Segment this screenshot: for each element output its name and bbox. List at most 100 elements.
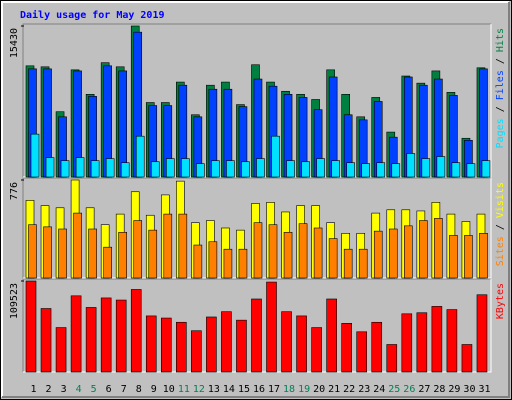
legend-entry: Pages	[495, 118, 506, 148]
bar	[238, 248, 248, 279]
x-tick-label: 12	[193, 384, 205, 395]
bar	[298, 223, 308, 279]
x-tick-label: 6	[106, 384, 112, 395]
bar	[449, 235, 458, 279]
bar	[30, 133, 40, 178]
x-tick-label: 4	[76, 384, 82, 395]
x-tick-label: 10	[163, 384, 175, 395]
x-tick-label: 23	[358, 384, 370, 395]
bar	[206, 316, 217, 373]
x-tick-label: 13	[208, 384, 220, 395]
bar	[481, 160, 491, 178]
legend: Pages / Files / Hits	[495, 28, 506, 148]
bar	[196, 163, 205, 178]
bar	[163, 213, 173, 279]
bar	[43, 226, 52, 279]
legend-entry: Visits	[495, 182, 506, 218]
x-tick-label: 30	[463, 384, 475, 395]
bar	[466, 163, 476, 178]
bar	[135, 135, 145, 178]
bar	[150, 161, 160, 178]
bar	[221, 311, 232, 373]
bar	[386, 344, 398, 373]
bar	[281, 311, 292, 373]
x-tick-label: 1	[31, 384, 37, 395]
bar	[391, 163, 401, 178]
bar	[145, 315, 157, 373]
bar	[148, 229, 158, 279]
x-tick-label: 3	[61, 384, 67, 395]
bar	[25, 280, 37, 373]
bar	[75, 157, 85, 178]
bar	[434, 218, 443, 279]
legend-entry: Hits	[495, 28, 506, 52]
x-tick-label: 29	[448, 384, 460, 395]
legend: KBytes	[495, 283, 506, 319]
bar	[118, 70, 127, 178]
bar	[236, 319, 247, 373]
legend: Sites / Visits	[495, 182, 506, 266]
bar	[356, 331, 368, 373]
bar	[283, 231, 293, 279]
bar	[58, 228, 67, 279]
bar	[120, 162, 130, 178]
bar	[421, 158, 431, 178]
bar	[343, 248, 353, 279]
bar	[271, 135, 280, 178]
x-tick-label: 9	[151, 384, 157, 395]
bar	[296, 315, 307, 373]
bar	[326, 298, 337, 373]
bar	[341, 323, 352, 373]
x-tick-label: 19	[298, 384, 310, 395]
bar	[406, 153, 416, 178]
bar	[133, 220, 143, 279]
x-tick-label: 22	[343, 384, 355, 395]
bar	[301, 161, 310, 178]
x-tick-label: 8	[136, 384, 142, 395]
bar	[431, 306, 443, 373]
x-tick-label: 18	[283, 384, 295, 395]
bar	[85, 307, 97, 373]
bar	[373, 230, 383, 279]
legend-entry: KBytes	[495, 283, 506, 319]
bar	[419, 220, 428, 279]
bar	[105, 158, 115, 178]
x-tick-label: 31	[478, 384, 490, 395]
bar	[464, 235, 473, 279]
y-tick-label: 109523	[9, 283, 20, 319]
bar	[388, 228, 398, 279]
bar	[176, 321, 187, 373]
bar	[286, 160, 295, 178]
x-tick-label: 20	[313, 384, 325, 395]
bar	[461, 344, 473, 373]
bar	[28, 224, 37, 279]
bar	[100, 297, 112, 373]
bar	[316, 158, 325, 178]
bar	[416, 312, 428, 373]
bar	[401, 313, 413, 373]
bar	[253, 222, 263, 279]
x-tick-label: 14	[223, 384, 235, 395]
y-tick-label: 15430	[9, 28, 20, 58]
chart-title: Daily usage for May 2019	[20, 9, 165, 21]
bar	[181, 158, 190, 178]
bar	[476, 294, 488, 373]
bar	[311, 327, 322, 373]
x-tick-label: 26	[403, 384, 415, 395]
x-tick-label: 27	[418, 384, 430, 395]
bar	[446, 309, 458, 373]
bar	[331, 160, 340, 178]
bar	[223, 248, 233, 279]
bar	[451, 162, 461, 178]
bar	[45, 157, 55, 178]
x-tick-label: 16	[253, 384, 265, 395]
legend-separator: /	[495, 218, 506, 236]
bar	[90, 160, 100, 178]
bar	[404, 225, 413, 279]
bar	[226, 160, 235, 178]
x-tick-label: 28	[433, 384, 445, 395]
bar	[256, 158, 265, 178]
bar	[358, 248, 368, 279]
